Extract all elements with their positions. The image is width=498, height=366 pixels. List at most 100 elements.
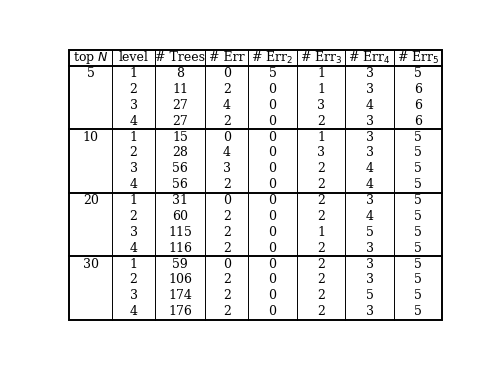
- Text: 4: 4: [129, 242, 137, 255]
- Text: 3: 3: [366, 115, 374, 128]
- Text: 2: 2: [223, 226, 231, 239]
- Text: 5: 5: [87, 67, 95, 80]
- Text: # Err: # Err: [209, 52, 245, 64]
- Text: 6: 6: [414, 99, 422, 112]
- Text: 3: 3: [366, 131, 374, 143]
- Text: 1: 1: [129, 258, 137, 270]
- Text: level: level: [119, 52, 148, 64]
- Text: 3: 3: [366, 273, 374, 286]
- Text: 0: 0: [268, 163, 276, 175]
- Text: 2: 2: [129, 146, 137, 160]
- Text: 0: 0: [268, 242, 276, 255]
- Text: 6: 6: [414, 115, 422, 128]
- Text: 0: 0: [268, 83, 276, 96]
- Text: 5: 5: [414, 178, 422, 191]
- Text: 2: 2: [317, 258, 325, 270]
- Text: 8: 8: [176, 67, 184, 80]
- Text: 3: 3: [366, 242, 374, 255]
- Text: 1: 1: [129, 194, 137, 207]
- Text: 0: 0: [268, 99, 276, 112]
- Text: 4: 4: [366, 178, 374, 191]
- Text: top $N$: top $N$: [73, 50, 109, 66]
- Text: 5: 5: [414, 226, 422, 239]
- Text: 0: 0: [268, 178, 276, 191]
- Text: 0: 0: [223, 131, 231, 143]
- Text: 60: 60: [172, 210, 188, 223]
- Text: 5: 5: [366, 289, 374, 302]
- Text: 2: 2: [223, 242, 231, 255]
- Text: 15: 15: [172, 131, 188, 143]
- Text: 56: 56: [172, 163, 188, 175]
- Text: 20: 20: [83, 194, 99, 207]
- Text: 59: 59: [172, 258, 188, 270]
- Text: 2: 2: [129, 273, 137, 286]
- Text: 0: 0: [268, 131, 276, 143]
- Text: 27: 27: [172, 99, 188, 112]
- Text: 2: 2: [129, 210, 137, 223]
- Text: # Err$_5$: # Err$_5$: [397, 50, 439, 66]
- Text: 2: 2: [317, 210, 325, 223]
- Text: 174: 174: [168, 289, 192, 302]
- Text: 5: 5: [414, 131, 422, 143]
- Text: 5: 5: [414, 163, 422, 175]
- Text: 27: 27: [172, 115, 188, 128]
- Text: 1: 1: [129, 67, 137, 80]
- Text: 2: 2: [317, 115, 325, 128]
- Text: 0: 0: [268, 115, 276, 128]
- Text: 2: 2: [223, 273, 231, 286]
- Text: 6: 6: [414, 83, 422, 96]
- Text: 116: 116: [168, 242, 192, 255]
- Text: 4: 4: [366, 210, 374, 223]
- Text: 1: 1: [129, 131, 137, 143]
- Text: 31: 31: [172, 194, 188, 207]
- Text: 2: 2: [317, 273, 325, 286]
- Text: 1: 1: [317, 83, 325, 96]
- Text: 5: 5: [414, 194, 422, 207]
- Text: 3: 3: [366, 146, 374, 160]
- Text: 3: 3: [366, 258, 374, 270]
- Text: 5: 5: [414, 242, 422, 255]
- Text: 3: 3: [366, 67, 374, 80]
- Text: 2: 2: [317, 178, 325, 191]
- Text: 5: 5: [414, 67, 422, 80]
- Text: 3: 3: [129, 226, 137, 239]
- Text: 5: 5: [366, 226, 374, 239]
- Text: 4: 4: [366, 163, 374, 175]
- Text: 4: 4: [223, 99, 231, 112]
- Text: 106: 106: [168, 273, 192, 286]
- Text: # Err$_3$: # Err$_3$: [300, 50, 343, 66]
- Text: 3: 3: [366, 83, 374, 96]
- Text: 2: 2: [223, 178, 231, 191]
- Text: 28: 28: [172, 146, 188, 160]
- Text: # Trees: # Trees: [155, 52, 205, 64]
- Text: 4: 4: [129, 305, 137, 318]
- Text: 2: 2: [317, 305, 325, 318]
- Text: 2: 2: [317, 289, 325, 302]
- Text: 0: 0: [268, 226, 276, 239]
- Text: 115: 115: [168, 226, 192, 239]
- Text: 0: 0: [268, 194, 276, 207]
- Text: 3: 3: [366, 305, 374, 318]
- Text: 1: 1: [317, 67, 325, 80]
- Text: 2: 2: [223, 289, 231, 302]
- Text: 0: 0: [223, 67, 231, 80]
- Text: 4: 4: [223, 146, 231, 160]
- Text: 1: 1: [317, 131, 325, 143]
- Text: 5: 5: [414, 273, 422, 286]
- Text: 5: 5: [414, 146, 422, 160]
- Text: 2: 2: [317, 163, 325, 175]
- Text: 3: 3: [366, 194, 374, 207]
- Text: 3: 3: [129, 163, 137, 175]
- Text: 5: 5: [414, 289, 422, 302]
- Text: 2: 2: [129, 83, 137, 96]
- Text: 2: 2: [223, 210, 231, 223]
- Text: 5: 5: [414, 305, 422, 318]
- Text: 2: 2: [223, 115, 231, 128]
- Text: # Err$_2$: # Err$_2$: [251, 50, 294, 66]
- Text: 4: 4: [366, 99, 374, 112]
- Text: 1: 1: [317, 226, 325, 239]
- Text: 3: 3: [129, 289, 137, 302]
- Text: 3: 3: [317, 146, 325, 160]
- Text: 3: 3: [129, 99, 137, 112]
- Text: 56: 56: [172, 178, 188, 191]
